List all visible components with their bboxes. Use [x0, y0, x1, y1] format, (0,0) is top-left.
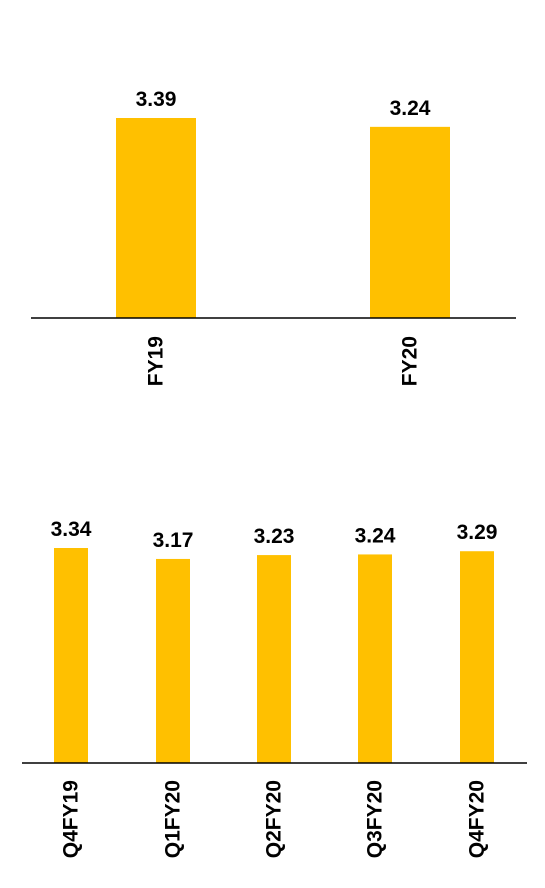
data-label-q2fy20: 3.23 — [254, 525, 295, 548]
annual-bar-chart: 3.39 FY19 3.24 FY20 — [31, 88, 516, 386]
data-label-q4fy19: 3.34 — [51, 518, 92, 541]
tick-label-q4fy20: Q4FY20 — [466, 780, 489, 858]
data-label-q3fy20: 3.24 — [355, 524, 396, 547]
tick-label-q4fy19: Q4FY19 — [60, 780, 83, 858]
bar-q3fy20 — [358, 554, 392, 763]
bar-q4fy20 — [460, 551, 494, 763]
bar-q1fy20 — [156, 558, 190, 763]
bar-fy20 — [370, 126, 450, 319]
tick-label-q2fy20: Q2FY20 — [263, 780, 286, 858]
bar-q4fy19 — [54, 548, 88, 763]
tick-label-q1fy20: Q1FY20 — [162, 780, 185, 858]
data-label-q1fy20: 3.17 — [153, 529, 194, 552]
bar-fy19 — [116, 118, 196, 318]
tick-label-q3fy20: Q3FY20 — [364, 780, 387, 858]
tick-label-fy19: FY19 — [145, 336, 168, 386]
quarterly-bar-chart: 3.34 Q4FY19 3.17 Q1FY20 3.23 Q2FY20 3.24 Q3FY20… — [22, 518, 527, 858]
data-label-fy19: 3.39 — [136, 88, 177, 111]
data-label-q4fy20: 3.29 — [457, 521, 498, 544]
tick-label-fy20: FY20 — [399, 336, 422, 386]
bar-q2fy20 — [257, 555, 291, 763]
data-label-fy20: 3.24 — [390, 97, 431, 120]
